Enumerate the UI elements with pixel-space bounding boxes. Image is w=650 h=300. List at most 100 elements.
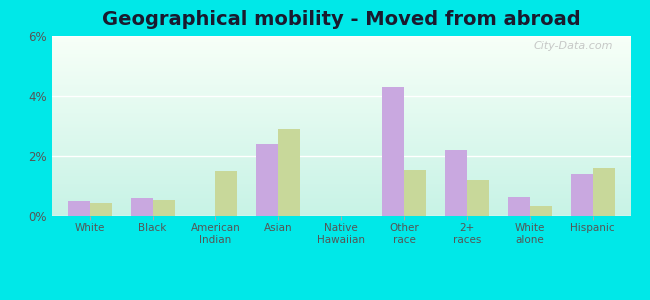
- Bar: [52, 53, 630, 54]
- Bar: [52, 101, 630, 102]
- Bar: [52, 193, 630, 194]
- Bar: [52, 148, 630, 149]
- Bar: [52, 96, 630, 97]
- Bar: [52, 79, 630, 80]
- Bar: [52, 67, 630, 68]
- Bar: [52, 204, 630, 205]
- Bar: [52, 166, 630, 167]
- Bar: [52, 201, 630, 202]
- Bar: [52, 110, 630, 111]
- Bar: [52, 196, 630, 197]
- Bar: [52, 89, 630, 90]
- Bar: [52, 65, 630, 66]
- Bar: [52, 36, 630, 37]
- Bar: [52, 56, 630, 57]
- Bar: [52, 211, 630, 212]
- Bar: [52, 194, 630, 195]
- Bar: [52, 188, 630, 189]
- Bar: [52, 80, 630, 81]
- Bar: [52, 215, 630, 216]
- Bar: [52, 108, 630, 109]
- Bar: [52, 55, 630, 56]
- Bar: [52, 90, 630, 91]
- Bar: [52, 158, 630, 159]
- Bar: [52, 44, 630, 45]
- Bar: [52, 210, 630, 211]
- Bar: [52, 70, 630, 71]
- Bar: [52, 214, 630, 215]
- Bar: [52, 93, 630, 94]
- Bar: [52, 131, 630, 132]
- Bar: [52, 174, 630, 175]
- Bar: [52, 51, 630, 52]
- Bar: [52, 189, 630, 190]
- Bar: [530, 206, 552, 216]
- Bar: [52, 112, 630, 113]
- Bar: [52, 156, 630, 157]
- Bar: [52, 206, 630, 207]
- Bar: [52, 119, 630, 120]
- Bar: [52, 173, 630, 174]
- Bar: [52, 185, 630, 186]
- Bar: [52, 202, 630, 203]
- Bar: [52, 190, 630, 191]
- Bar: [52, 154, 630, 155]
- Bar: [52, 150, 630, 151]
- Bar: [52, 48, 630, 49]
- Bar: [52, 77, 630, 78]
- Bar: [52, 200, 630, 201]
- Bar: [52, 149, 630, 150]
- Bar: [52, 83, 630, 84]
- Bar: [52, 129, 630, 130]
- Bar: [52, 116, 630, 117]
- Bar: [52, 76, 630, 77]
- Bar: [52, 198, 630, 199]
- Bar: [52, 137, 630, 138]
- Bar: [52, 126, 630, 127]
- Bar: [52, 87, 630, 88]
- Bar: [52, 157, 630, 158]
- Bar: [508, 196, 530, 216]
- Bar: [52, 103, 630, 104]
- Bar: [52, 152, 630, 153]
- Bar: [52, 125, 630, 126]
- Bar: [52, 122, 630, 123]
- Bar: [404, 169, 426, 216]
- Bar: [52, 120, 630, 121]
- Bar: [52, 81, 630, 82]
- Bar: [52, 78, 630, 79]
- Bar: [52, 170, 630, 171]
- Bar: [52, 123, 630, 124]
- Bar: [382, 87, 404, 216]
- Bar: [52, 182, 630, 183]
- Bar: [52, 82, 630, 83]
- Bar: [52, 68, 630, 69]
- Bar: [52, 172, 630, 173]
- Bar: [52, 205, 630, 206]
- Bar: [52, 121, 630, 122]
- Bar: [52, 175, 630, 176]
- Bar: [52, 124, 630, 125]
- Bar: [52, 133, 630, 134]
- Bar: [52, 94, 630, 95]
- Bar: [52, 162, 630, 163]
- Bar: [52, 181, 630, 182]
- Bar: [52, 138, 630, 139]
- Bar: [52, 212, 630, 213]
- Bar: [52, 202, 630, 203]
- Bar: [52, 37, 630, 38]
- Bar: [52, 54, 630, 55]
- Bar: [52, 187, 630, 188]
- Bar: [153, 200, 175, 216]
- Bar: [52, 75, 630, 76]
- Bar: [52, 99, 630, 100]
- Bar: [52, 59, 630, 60]
- Bar: [52, 160, 630, 161]
- Bar: [52, 142, 630, 143]
- Bar: [278, 129, 300, 216]
- Bar: [52, 73, 630, 74]
- Bar: [52, 143, 630, 144]
- Bar: [52, 43, 630, 44]
- Bar: [52, 164, 630, 165]
- Bar: [52, 130, 630, 131]
